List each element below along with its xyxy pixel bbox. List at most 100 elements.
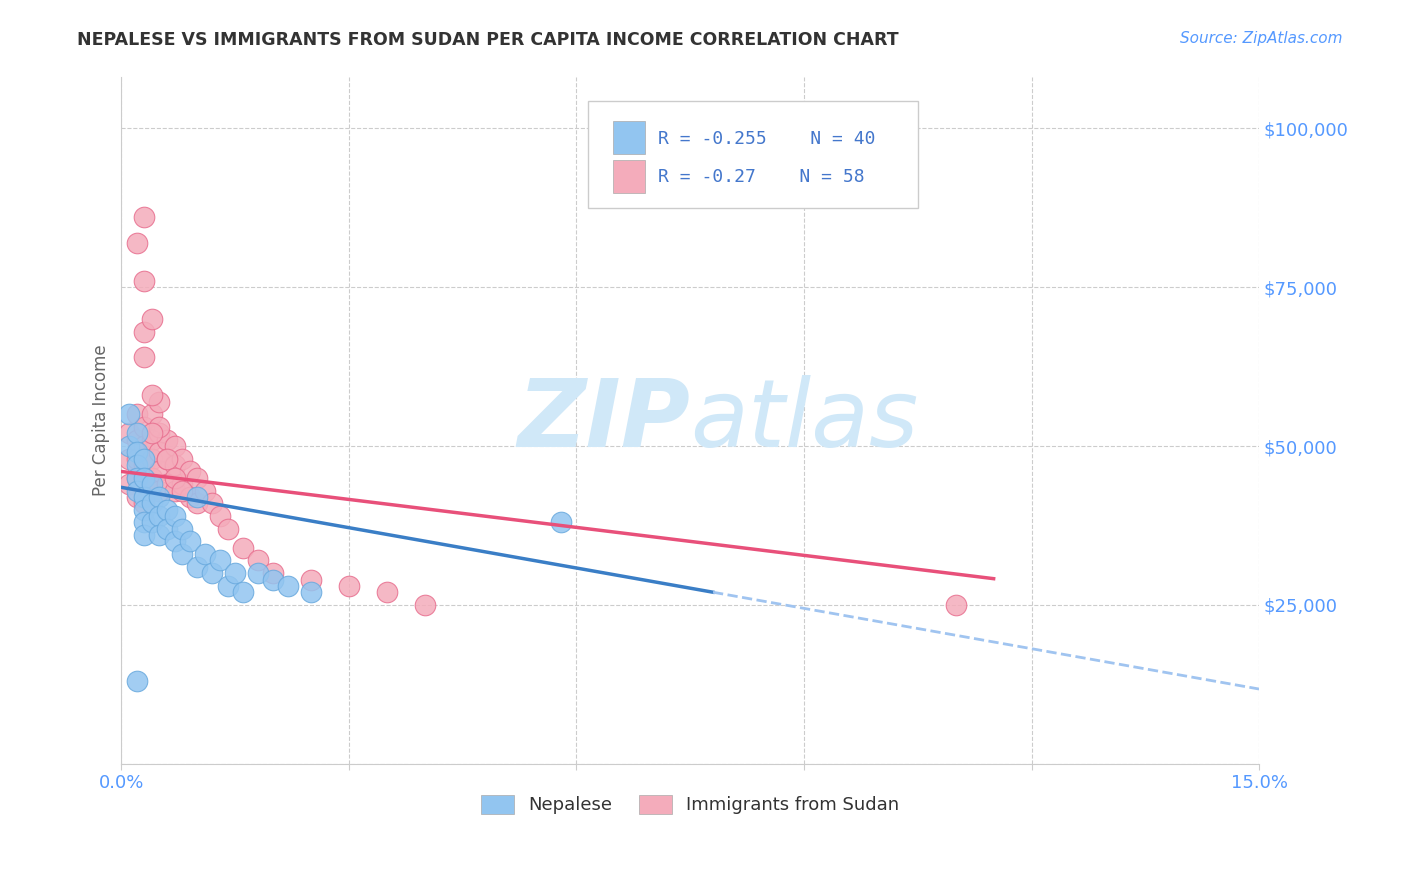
Point bbox=[125, 451, 148, 466]
Point bbox=[179, 534, 201, 549]
Point bbox=[141, 496, 163, 510]
Point bbox=[125, 483, 148, 498]
Point bbox=[148, 426, 170, 441]
Point bbox=[163, 458, 186, 472]
Point bbox=[134, 420, 156, 434]
Point bbox=[163, 439, 186, 453]
Point bbox=[186, 496, 208, 510]
Point bbox=[163, 534, 186, 549]
Point bbox=[125, 471, 148, 485]
Text: ZIP: ZIP bbox=[517, 375, 690, 467]
Point bbox=[125, 433, 148, 447]
Point bbox=[201, 566, 224, 581]
Point bbox=[141, 407, 163, 421]
Text: atlas: atlas bbox=[690, 376, 918, 467]
Point bbox=[172, 477, 194, 491]
Text: R = -0.255    N = 40: R = -0.255 N = 40 bbox=[658, 129, 876, 147]
Y-axis label: Per Capita Income: Per Capita Income bbox=[93, 345, 110, 497]
Point bbox=[208, 508, 231, 523]
Point bbox=[125, 490, 148, 504]
Point bbox=[156, 522, 179, 536]
Point bbox=[118, 407, 141, 421]
Point bbox=[134, 274, 156, 288]
Point bbox=[141, 433, 163, 447]
Point bbox=[134, 325, 156, 339]
Point bbox=[156, 451, 179, 466]
Point bbox=[163, 471, 186, 485]
Text: R = -0.27    N = 58: R = -0.27 N = 58 bbox=[658, 168, 865, 186]
Point bbox=[186, 471, 208, 485]
Point bbox=[148, 483, 170, 498]
Point bbox=[141, 312, 163, 326]
Point bbox=[118, 439, 141, 453]
Legend: Nepalese, Immigrants from Sudan: Nepalese, Immigrants from Sudan bbox=[472, 786, 908, 823]
Point bbox=[118, 451, 141, 466]
Point bbox=[172, 522, 194, 536]
Point bbox=[148, 420, 170, 434]
Point bbox=[163, 483, 186, 498]
Point bbox=[375, 585, 398, 599]
Point bbox=[156, 502, 179, 516]
Point bbox=[172, 547, 194, 561]
Point bbox=[299, 573, 322, 587]
Point bbox=[246, 553, 269, 567]
Point bbox=[186, 490, 208, 504]
FancyBboxPatch shape bbox=[588, 102, 918, 208]
Point bbox=[156, 477, 179, 491]
Point bbox=[194, 483, 217, 498]
Point bbox=[148, 465, 170, 479]
Text: Source: ZipAtlas.com: Source: ZipAtlas.com bbox=[1180, 31, 1343, 46]
Point bbox=[125, 674, 148, 689]
Point bbox=[118, 477, 141, 491]
Point bbox=[179, 490, 201, 504]
Point bbox=[217, 522, 239, 536]
Point bbox=[277, 579, 299, 593]
Point bbox=[246, 566, 269, 581]
Point bbox=[201, 496, 224, 510]
Point bbox=[141, 477, 163, 491]
Point bbox=[141, 426, 163, 441]
Point bbox=[148, 508, 170, 523]
Point bbox=[262, 566, 284, 581]
Point bbox=[172, 451, 194, 466]
Point bbox=[134, 350, 156, 364]
Point bbox=[208, 553, 231, 567]
Point bbox=[550, 516, 572, 530]
Point bbox=[156, 451, 179, 466]
Point bbox=[179, 465, 201, 479]
Point bbox=[262, 573, 284, 587]
Point bbox=[232, 585, 254, 599]
Point bbox=[945, 598, 967, 612]
Point bbox=[134, 490, 156, 504]
Point bbox=[134, 211, 156, 225]
Point bbox=[125, 445, 148, 459]
Point bbox=[134, 451, 156, 466]
Point bbox=[125, 426, 148, 441]
Point bbox=[148, 445, 170, 459]
Point bbox=[299, 585, 322, 599]
Point bbox=[134, 439, 156, 453]
Point bbox=[156, 433, 179, 447]
Point bbox=[141, 471, 163, 485]
Point bbox=[141, 451, 163, 466]
Point bbox=[148, 490, 170, 504]
Point bbox=[224, 566, 246, 581]
Point bbox=[194, 547, 217, 561]
Text: NEPALESE VS IMMIGRANTS FROM SUDAN PER CAPITA INCOME CORRELATION CHART: NEPALESE VS IMMIGRANTS FROM SUDAN PER CA… bbox=[77, 31, 898, 49]
Bar bbox=[613, 160, 645, 193]
Point bbox=[134, 477, 156, 491]
Point bbox=[172, 483, 194, 498]
Point bbox=[163, 508, 186, 523]
Point bbox=[125, 471, 148, 485]
Point bbox=[141, 516, 163, 530]
Point bbox=[134, 458, 156, 472]
Point bbox=[125, 407, 148, 421]
Point bbox=[134, 471, 156, 485]
Point bbox=[118, 426, 141, 441]
Point bbox=[141, 388, 163, 402]
Point bbox=[217, 579, 239, 593]
Point bbox=[337, 579, 360, 593]
Point bbox=[134, 496, 156, 510]
Point bbox=[125, 235, 148, 250]
Point bbox=[186, 559, 208, 574]
